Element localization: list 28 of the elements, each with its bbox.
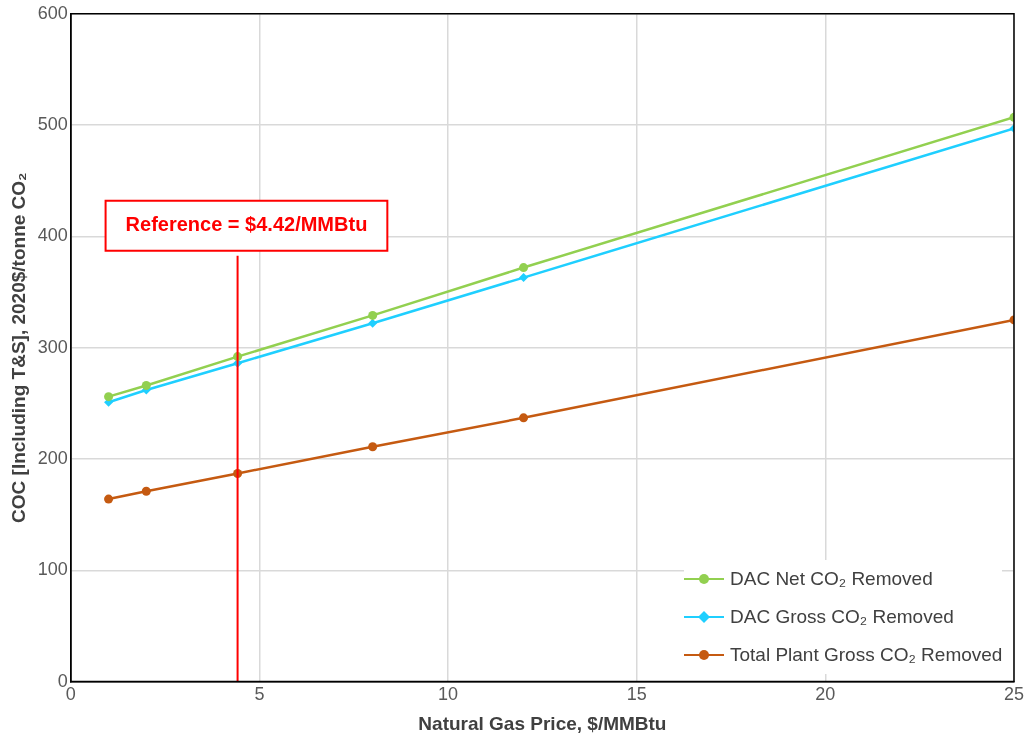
- y-tick-label: 200: [37, 447, 68, 468]
- point: [368, 318, 378, 328]
- x-axis-title: Natural Gas Price, $/MMBtu: [418, 712, 667, 734]
- y-tick-label: 100: [37, 559, 68, 580]
- x-tick-label: 5: [254, 684, 265, 705]
- point: [519, 273, 529, 283]
- y-tick-label: 600: [37, 2, 68, 23]
- x-tick-label: 25: [1003, 684, 1025, 705]
- x-tick-label: 10: [438, 684, 459, 705]
- point: [368, 310, 378, 320]
- y-tick-label: 500: [37, 114, 68, 135]
- y-tick-label: 400: [37, 225, 68, 246]
- legend-label: Total Plant Gross CO₂ Removed: [730, 643, 1003, 666]
- point: [519, 263, 529, 273]
- point: [104, 494, 114, 504]
- legend-label: DAC Net CO₂ Removed: [730, 567, 933, 590]
- y-tick-label: 300: [37, 336, 68, 357]
- point: [519, 413, 529, 423]
- point: [104, 392, 114, 402]
- legend-label: DAC Gross CO₂ Removed: [730, 605, 954, 628]
- y-tick-label: 0: [57, 670, 68, 691]
- y-axis-title: COC [Including T&S], 2020$/tonne CO₂: [7, 172, 29, 523]
- point: [141, 381, 151, 391]
- x-tick-label: 15: [626, 684, 647, 705]
- ref-line-label: Reference = $4.42/MMBtu: [125, 213, 368, 236]
- x-tick-label: 20: [815, 684, 836, 705]
- point: [368, 442, 378, 452]
- point: [141, 486, 151, 496]
